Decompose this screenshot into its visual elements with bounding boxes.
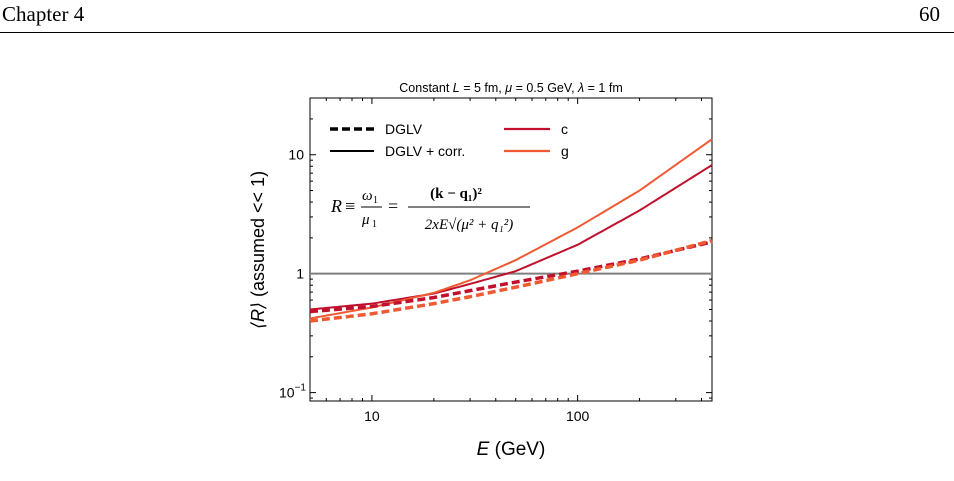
axis-ticks: 10 100 10−1 1 10 [279, 97, 712, 424]
equation-equiv: ≡ [345, 196, 355, 216]
x-tick-label: 10 [364, 408, 380, 424]
equation: R ≡ ω 1 μ 1 = (k − q₁)² 2xE√(μ² + q₁²) [330, 186, 530, 233]
y-tick-label: 10 [288, 147, 304, 163]
series-line-c-dashed [309, 240, 713, 314]
plot-frame [309, 97, 713, 402]
equation-lhs: R [330, 196, 342, 216]
legend: DGLV DGLV + corr. c g [330, 121, 569, 159]
equation-omega-sub: 1 [373, 195, 378, 206]
legend-g-label: g [561, 143, 569, 159]
legend-c-label: c [561, 121, 568, 137]
legend-dglv-label: DGLV [385, 121, 423, 137]
equation-mu: μ [361, 212, 370, 228]
x-axis-label: E (GeV) [477, 439, 546, 460]
equation-equals: = [388, 196, 398, 216]
series-group [309, 138, 713, 323]
legend-corr-label: DGLV + corr. [385, 143, 465, 159]
page-number: 60 [919, 2, 940, 26]
equation-numerator: (k − q₁)² [430, 186, 482, 202]
header-rule [0, 32, 954, 33]
equation-omega: ω [362, 188, 373, 204]
series-line-g-dashed [309, 238, 713, 323]
x-tick-label: 100 [566, 408, 590, 424]
chart-title: Constant L = 5 fm, μ = 0.5 GeV, λ = 1 fm [399, 81, 622, 95]
y-axis-label: ⟨R⟩ (assumed << 1) [248, 171, 268, 329]
equation-denominator: 2xE√(μ² + q₁²) [425, 217, 513, 233]
caption-fragment [0, 470, 954, 481]
page-header: Chapter 4 60 [0, 0, 954, 34]
series-line-c-solid [309, 164, 713, 311]
equation-mu-sub: 1 [372, 219, 377, 230]
y-tick-label: 10−1 [279, 383, 306, 401]
chapter-label: Chapter 4 [2, 2, 85, 26]
y-tick-label: 1 [296, 266, 304, 282]
